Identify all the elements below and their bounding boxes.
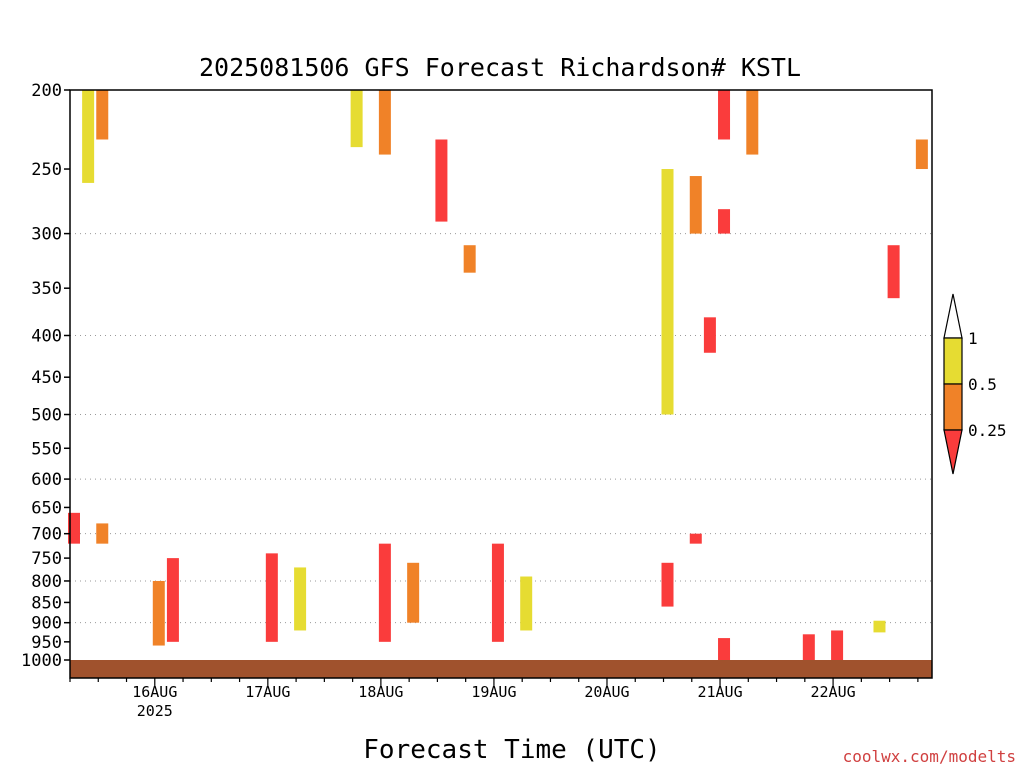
y-tick-label: 850 xyxy=(31,593,62,613)
ri-cell xyxy=(718,90,731,140)
credit-text: coolwx.com/modelts xyxy=(843,747,1016,766)
plot-area xyxy=(68,89,933,679)
ground-layer xyxy=(70,660,932,678)
colorbar-label: 0.5 xyxy=(968,375,997,394)
ri-cell xyxy=(689,176,702,234)
y-tick-label: 950 xyxy=(31,633,62,653)
colorbar-red xyxy=(943,429,963,475)
y-tick-label: 900 xyxy=(31,614,62,634)
x-tick-label: 18AUG xyxy=(358,683,403,701)
ri-cell xyxy=(802,634,815,660)
ri-cell xyxy=(915,139,928,170)
colorbar-legend: 1 0.5 0.25 xyxy=(943,293,1007,475)
ri-cell xyxy=(96,523,109,544)
y-tick-label: 700 xyxy=(31,525,62,545)
ri-cell xyxy=(68,512,80,544)
y-tick-label: 1000 xyxy=(21,651,62,671)
ri-cell xyxy=(96,90,109,140)
richardson-cells xyxy=(68,90,928,660)
ri-cell xyxy=(265,553,278,642)
ri-cell xyxy=(661,562,674,607)
x-tick-label: 21AUG xyxy=(697,683,742,701)
y-tick-label: 500 xyxy=(31,406,62,426)
plot-frame xyxy=(69,89,933,679)
ri-cell xyxy=(378,543,391,642)
colorbar-orange xyxy=(943,383,963,431)
colorbar-white xyxy=(943,293,963,339)
ri-cell xyxy=(689,533,702,544)
y-tick-label: 800 xyxy=(31,572,62,592)
colorbar-yellow xyxy=(943,337,963,385)
x-tick-label: 16AUG xyxy=(132,683,177,701)
ri-cell xyxy=(294,567,307,631)
surface-layer xyxy=(70,660,932,678)
pressure-axis: 200 250 300 350 400 450 500 550 600 650 700 750 8008… xyxy=(21,81,70,671)
ri-cell xyxy=(703,317,716,353)
ri-cell xyxy=(463,245,476,273)
ri-cell xyxy=(887,245,900,299)
colorbar-label: 1 xyxy=(968,329,978,348)
ri-cell xyxy=(873,620,886,633)
y-tick-label: 550 xyxy=(31,439,62,459)
x-tick-label: 19AUG xyxy=(471,683,516,701)
y-tick-label: 200 xyxy=(31,81,62,101)
x-tick-label: 22AUG xyxy=(811,683,856,701)
ri-cell xyxy=(718,638,731,660)
ri-cell xyxy=(152,580,165,646)
y-tick-label: 400 xyxy=(31,326,62,346)
ri-cell xyxy=(350,90,363,148)
ri-cell xyxy=(491,543,504,642)
y-tick-label: 750 xyxy=(31,549,62,569)
y-tick-label: 300 xyxy=(31,225,62,245)
ri-cell xyxy=(831,630,844,660)
y-tick-label: 350 xyxy=(31,279,62,299)
y-tick-label: 250 xyxy=(31,160,62,180)
ri-cell xyxy=(378,90,391,155)
ri-cell xyxy=(746,90,759,155)
ri-cell xyxy=(166,558,179,642)
x-axis-label: Forecast Time (UTC) xyxy=(363,735,660,765)
x-tick-year: 2025 xyxy=(137,702,173,720)
x-tick-label: 17AUG xyxy=(245,683,290,701)
x-tick-label: 20AUG xyxy=(584,683,629,701)
ri-cell xyxy=(82,90,95,183)
ri-cell xyxy=(520,576,533,631)
colorbar-label: 0.25 xyxy=(968,421,1007,440)
ri-cell xyxy=(435,139,448,222)
ri-cell xyxy=(407,562,420,623)
ri-cell xyxy=(718,209,731,234)
y-tick-label: 600 xyxy=(31,470,62,490)
ri-cell xyxy=(661,169,674,415)
y-tick-label: 650 xyxy=(31,498,62,518)
y-tick-label: 450 xyxy=(31,368,62,388)
chart-title: 2025081506 GFS Forecast Richardson# KSTL xyxy=(199,53,801,82)
